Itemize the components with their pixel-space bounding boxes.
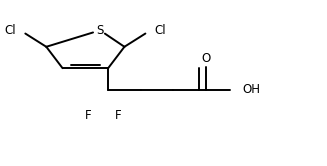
Text: S: S [96,24,104,37]
Text: Cl: Cl [154,24,166,37]
Text: F: F [85,109,92,122]
Text: O: O [201,52,211,65]
Text: Cl: Cl [5,24,16,37]
Text: OH: OH [242,83,260,96]
Text: F: F [114,109,121,122]
